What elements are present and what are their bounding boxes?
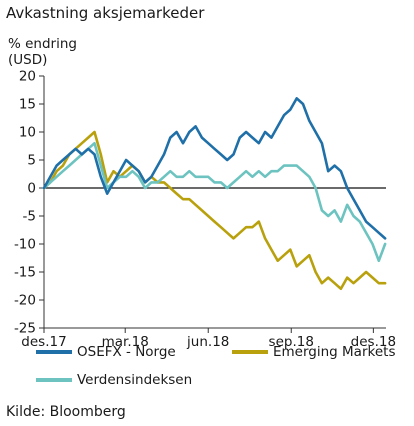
- x-tick-label: des.18: [351, 334, 396, 350]
- legend-item-emerging-markets: Emerging Markets: [232, 344, 395, 360]
- y-tick-label: -20: [14, 293, 36, 309]
- legend-label-emerging-markets: Emerging Markets: [273, 344, 396, 360]
- x-tick-label: mar.18: [102, 334, 149, 350]
- y-tick-label: 20: [19, 69, 36, 85]
- x-tick-label: sep.18: [269, 334, 314, 350]
- legend-label-osefx: OSEFX - Norge: [77, 344, 176, 360]
- legend-swatch-osefx: [36, 350, 72, 354]
- x-tick-label: des.17: [21, 334, 66, 350]
- y-axis-label: % endring: [8, 36, 77, 52]
- series-line-osefx-norge: [42, 97, 387, 240]
- y-tick-label: -5: [23, 209, 36, 225]
- x-tick-label: jun.18: [186, 334, 229, 350]
- y-tick-label: -25: [14, 321, 36, 337]
- y-tick-label: 0: [27, 181, 36, 197]
- legend-swatch-emerging-markets: [232, 350, 268, 354]
- chart-title: Avkastning aksjemarkeder: [6, 4, 205, 22]
- y-tick-label: 10: [19, 125, 36, 141]
- legend-item-verdensindeksen: Verdensindeksen: [36, 372, 192, 388]
- series-line-verdensindeksen: [42, 141, 387, 263]
- y-tick-label: -10: [14, 237, 36, 253]
- source-note: Kilde: Bloomberg: [6, 404, 126, 420]
- y-tick-label: -15: [14, 265, 36, 281]
- y-tick-label: 5: [27, 153, 36, 169]
- y-axis-unit: (USD): [8, 52, 48, 68]
- y-tick-label: 15: [19, 97, 36, 113]
- legend-swatch-verdensindeksen: [36, 378, 72, 382]
- series-line-emerging-markets: [42, 130, 387, 291]
- legend-label-verdensindeksen: Verdensindeksen: [77, 372, 193, 388]
- legend-item-osefx: OSEFX - Norge: [36, 344, 176, 360]
